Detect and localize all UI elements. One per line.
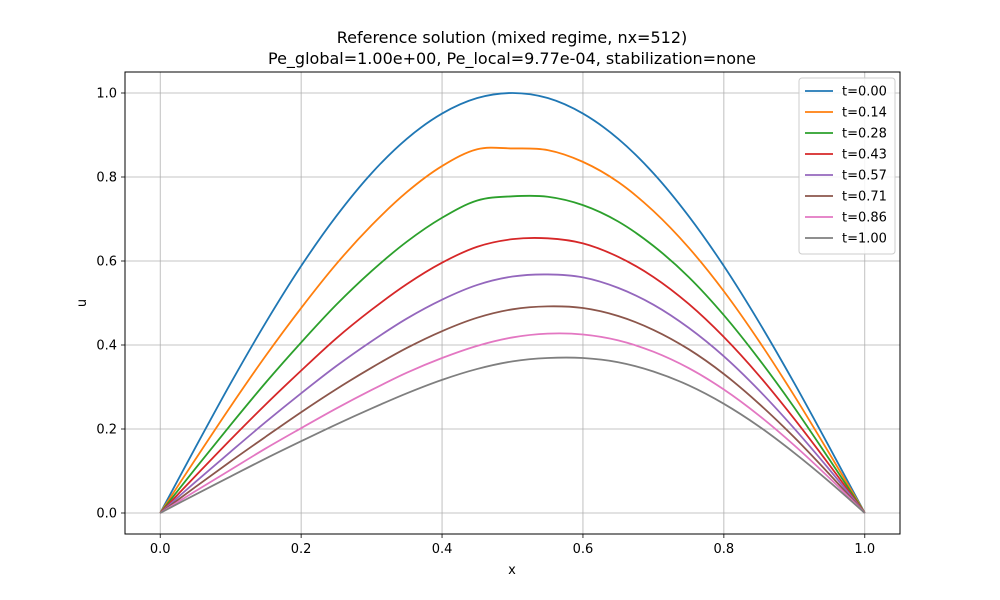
series-line-3	[159, 194, 866, 514]
legend: t=0.00 t=0.14 t=0.28 t=0.43 t=0.57 t=0.71 t=0.…	[798, 77, 896, 255]
y-tick-label: 1.0	[96, 87, 117, 102]
series-line-1	[159, 92, 866, 514]
legend-label: t=0.00	[842, 85, 887, 100]
y-tick-label: 0.0	[96, 507, 117, 522]
x-tick-label: 0.8	[714, 542, 735, 557]
x-tick-label: 0.4	[432, 542, 453, 557]
series-line-8	[159, 356, 866, 514]
series-line-6	[159, 305, 866, 514]
y-tick-label: 0.8	[96, 171, 117, 186]
chart-title: Reference solution (mixed regime, nx=512…	[337, 28, 688, 47]
y-tick-label: 0.4	[96, 339, 117, 354]
x-axis-label: x	[508, 563, 516, 578]
x-tick-label: 0.6	[573, 542, 594, 557]
legend-label: t=0.43	[842, 148, 887, 163]
series-line-4	[159, 237, 866, 514]
x-axis-ticks: 0.0 0.2 0.4 0.6 0.8 1.0	[150, 534, 875, 557]
legend-label: t=0.86	[842, 211, 887, 226]
series-line-2	[159, 146, 866, 514]
legend-label: t=0.14	[842, 106, 887, 121]
y-axis-ticks: 0.0 0.2 0.4 0.6 0.8 1.0	[96, 87, 125, 522]
series-line-5	[159, 273, 866, 514]
y-tick-label: 0.6	[96, 255, 117, 270]
legend-label: t=0.28	[842, 127, 887, 142]
y-axis-label: u	[75, 299, 90, 307]
chart-subtitle: Pe_global=1.00e+00, Pe_local=9.77e-04, s…	[268, 49, 756, 69]
legend-label: t=1.00	[842, 232, 887, 247]
y-tick-label: 0.2	[96, 423, 117, 438]
legend-label: t=0.71	[842, 190, 887, 205]
series-lines	[159, 92, 866, 514]
x-tick-label: 0.2	[291, 542, 312, 557]
x-tick-label: 0.0	[150, 542, 171, 557]
legend-label: t=0.57	[842, 169, 887, 184]
x-tick-label: 1.0	[854, 542, 875, 557]
grid-lines	[125, 72, 900, 534]
legend-box	[798, 77, 896, 255]
plot-frame	[124, 71, 901, 535]
series-line-7	[159, 332, 866, 514]
